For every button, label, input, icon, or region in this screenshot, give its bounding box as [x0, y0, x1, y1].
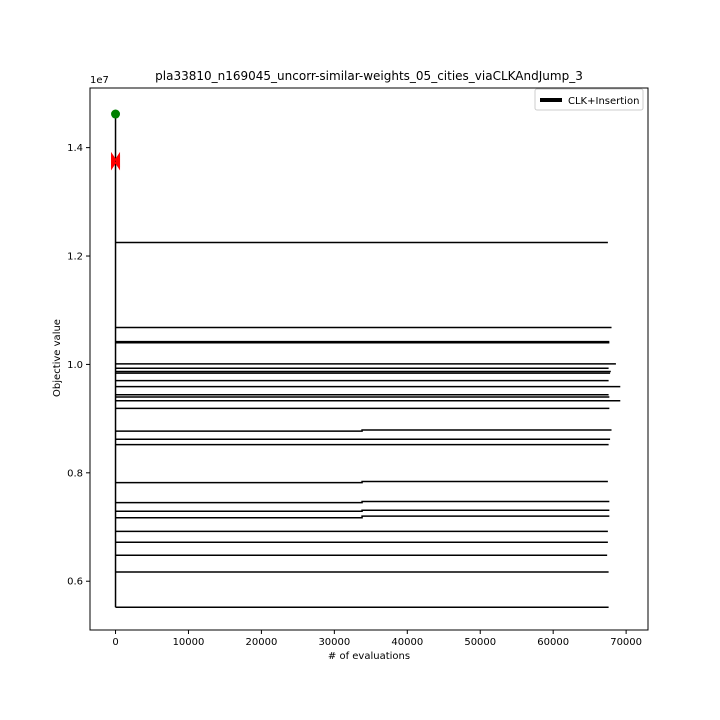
x-tick-label: 40000: [391, 637, 423, 648]
start-marker: [111, 109, 121, 119]
y-tick-label: 0.8: [67, 468, 83, 479]
y-tick-label: 0.6: [67, 577, 83, 588]
chart-title: pla33810_n169045_uncorr-similar-weights_…: [155, 69, 583, 83]
x-axis-label: # of evaluations: [328, 651, 410, 662]
series-run-line: [115, 509, 610, 513]
x-tick-label: 20000: [246, 637, 278, 648]
series-run-line: [115, 500, 610, 504]
y-tick-label: 1.2: [67, 252, 83, 263]
x-tick-label: 30000: [318, 637, 350, 648]
series-run-line: [115, 480, 608, 484]
x-tick-label: 50000: [464, 637, 496, 648]
series-run-line: [115, 515, 610, 519]
legend-box: [534, 88, 644, 111]
y-axis-label: Objective value: [52, 319, 63, 397]
axes-frame: [89, 87, 649, 631]
y-tick-label: 1.4: [67, 143, 83, 154]
x-tick-label: 60000: [537, 637, 569, 648]
legend-label: CLK+Insertion: [568, 96, 639, 107]
y-tick-label: 1.0: [67, 360, 83, 371]
x-tick-label: 0: [112, 637, 118, 648]
end-marker: [111, 151, 121, 168]
y-offset-label: 1e7: [90, 75, 109, 86]
series-run-line: [115, 429, 612, 432]
plot-area: [111, 109, 621, 608]
legend: CLK+Insertion: [534, 88, 644, 111]
x-tick-label: 10000: [173, 637, 205, 648]
axes: 0 10000 20000 30000 40000 50000 60000 70000 0.6 0…: [67, 87, 649, 648]
x-tick-label: 70000: [610, 637, 642, 648]
